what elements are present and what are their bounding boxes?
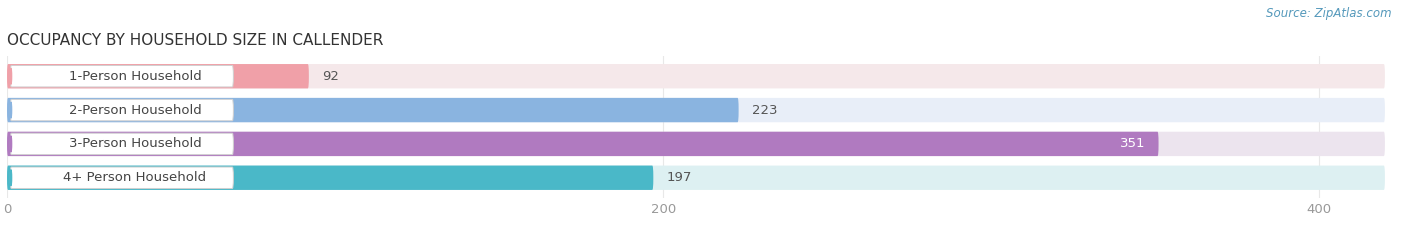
- Circle shape: [10, 102, 11, 118]
- FancyBboxPatch shape: [10, 65, 233, 87]
- FancyBboxPatch shape: [10, 133, 233, 155]
- Circle shape: [10, 170, 11, 186]
- FancyBboxPatch shape: [10, 167, 233, 188]
- Text: 4+ Person Household: 4+ Person Household: [63, 171, 207, 184]
- Text: Source: ZipAtlas.com: Source: ZipAtlas.com: [1267, 7, 1392, 20]
- Text: 197: 197: [666, 171, 692, 184]
- FancyBboxPatch shape: [7, 166, 654, 190]
- FancyBboxPatch shape: [7, 132, 1159, 156]
- Text: OCCUPANCY BY HOUSEHOLD SIZE IN CALLENDER: OCCUPANCY BY HOUSEHOLD SIZE IN CALLENDER: [7, 33, 384, 48]
- FancyBboxPatch shape: [7, 166, 1385, 190]
- Text: 3-Person Household: 3-Person Household: [69, 137, 201, 151]
- FancyBboxPatch shape: [7, 98, 1385, 122]
- Circle shape: [10, 68, 11, 84]
- Text: 92: 92: [322, 70, 339, 83]
- FancyBboxPatch shape: [7, 64, 309, 88]
- FancyBboxPatch shape: [7, 132, 1385, 156]
- Text: 223: 223: [752, 103, 778, 116]
- FancyBboxPatch shape: [7, 98, 738, 122]
- Circle shape: [10, 136, 11, 152]
- FancyBboxPatch shape: [7, 64, 1385, 88]
- Text: 351: 351: [1121, 137, 1146, 151]
- Text: 2-Person Household: 2-Person Household: [69, 103, 201, 116]
- FancyBboxPatch shape: [10, 99, 233, 121]
- Text: 1-Person Household: 1-Person Household: [69, 70, 201, 83]
